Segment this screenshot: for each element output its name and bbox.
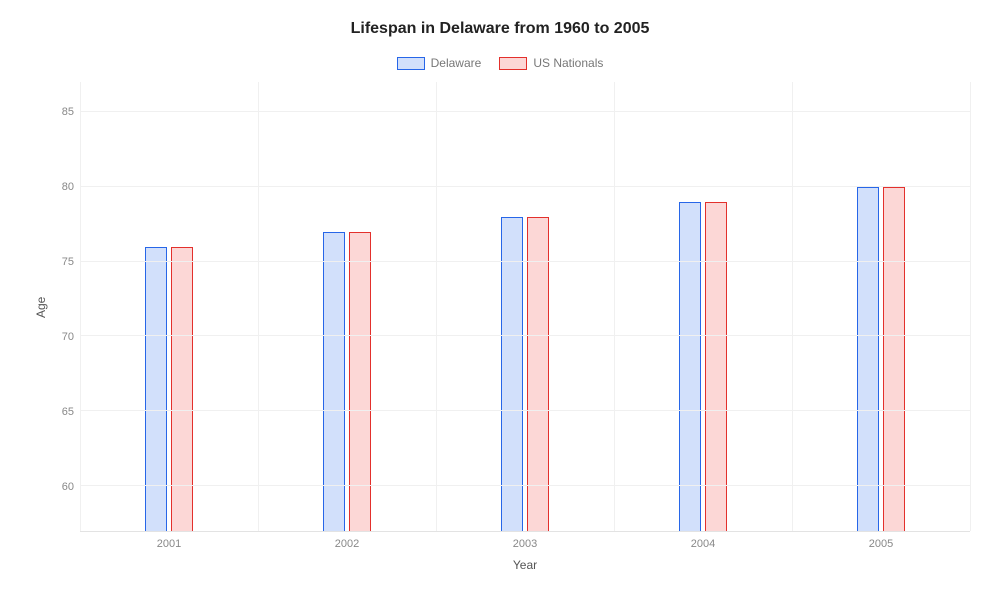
bar <box>883 187 905 531</box>
plot-area <box>80 82 970 532</box>
gridline-vertical <box>80 82 81 531</box>
y-tick-label: 85 <box>62 106 74 118</box>
legend-label: US Nationals <box>533 56 603 70</box>
gridline-horizontal <box>80 186 970 187</box>
legend-label: Delaware <box>431 56 482 70</box>
y-axis-label: Age <box>30 82 48 532</box>
bars-layer <box>80 82 970 531</box>
gridline-vertical <box>436 82 437 531</box>
y-tick-label: 70 <box>62 331 74 343</box>
gridline-horizontal <box>80 485 970 486</box>
y-tick-label: 65 <box>62 406 74 418</box>
bar <box>145 247 167 531</box>
chart-title: Lifespan in Delaware from 1960 to 2005 <box>30 20 970 38</box>
x-tick-label: 2003 <box>513 538 537 550</box>
bar <box>705 202 727 531</box>
bar <box>857 187 879 531</box>
x-tick-label: 2001 <box>157 538 181 550</box>
gridline-vertical <box>614 82 615 531</box>
legend-swatch <box>499 57 527 70</box>
gridline-horizontal <box>80 335 970 336</box>
legend-item: US Nationals <box>499 56 603 70</box>
y-ticks: 60 65 70 75 80 85 <box>48 82 80 532</box>
x-tick-label: 2002 <box>335 538 359 550</box>
gridline-vertical <box>792 82 793 531</box>
x-ticks: 2001 2002 2003 2004 2005 <box>80 532 970 552</box>
x-tick-label: 2005 <box>869 538 893 550</box>
legend-item: Delaware <box>397 56 482 70</box>
bar <box>679 202 701 531</box>
bar <box>171 247 193 531</box>
plot-wrapper: Age 60 65 70 75 80 85 <box>30 82 970 532</box>
gridline-horizontal <box>80 261 970 262</box>
legend-swatch <box>397 57 425 70</box>
chart-container: Lifespan in Delaware from 1960 to 2005 D… <box>0 0 1000 600</box>
gridline-horizontal <box>80 410 970 411</box>
bar <box>501 217 523 531</box>
gridline-horizontal <box>80 111 970 112</box>
gridline-vertical <box>970 82 971 531</box>
bar <box>527 217 549 531</box>
y-tick-label: 80 <box>62 181 74 193</box>
x-tick-label: 2004 <box>691 538 715 550</box>
gridline-vertical <box>258 82 259 531</box>
legend: Delaware US Nationals <box>30 56 970 70</box>
y-tick-label: 60 <box>62 481 74 493</box>
y-tick-label: 75 <box>62 256 74 268</box>
x-axis-label: Year <box>80 558 970 572</box>
